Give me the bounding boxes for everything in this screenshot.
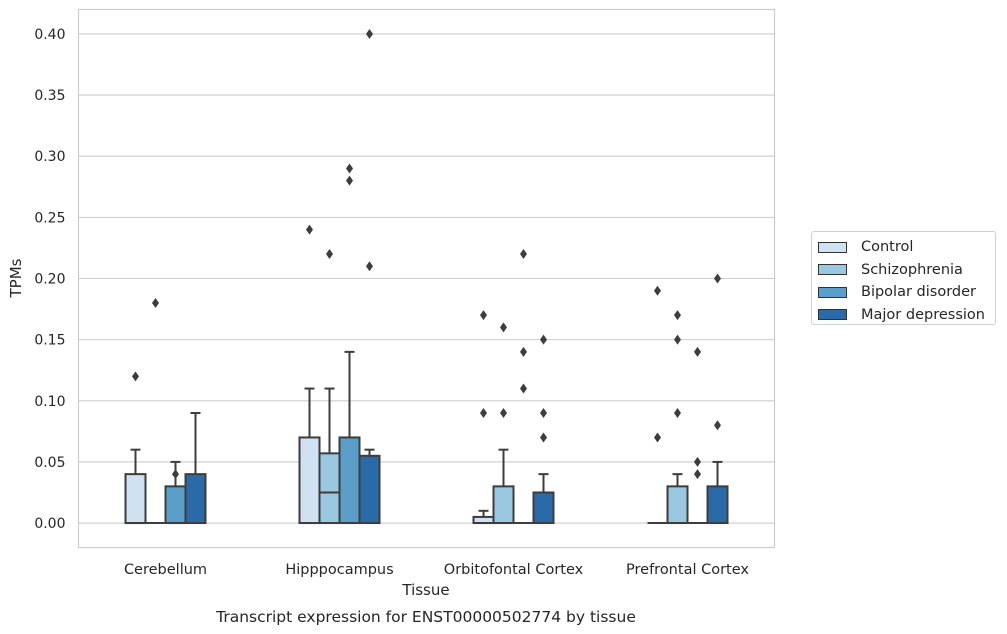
outlier-point	[674, 334, 681, 345]
box-group	[706, 460, 729, 525]
outliers	[132, 28, 721, 480]
outlier-point	[132, 371, 139, 382]
box	[164, 485, 187, 525]
box	[492, 485, 515, 525]
outlier-point	[654, 432, 661, 443]
legend-swatch	[818, 241, 847, 253]
legend-swatch	[818, 264, 847, 276]
y-axis-label: TPMs	[7, 258, 25, 298]
y-tick-label: 0.05	[34, 455, 65, 471]
box	[358, 454, 381, 525]
box-group	[358, 448, 381, 525]
boxes	[124, 350, 729, 525]
outlier-point	[500, 408, 507, 418]
outlier-point	[694, 456, 701, 467]
outlier-point	[172, 469, 179, 480]
outlier-point	[540, 432, 547, 443]
outlier-point	[306, 224, 313, 235]
y-tick-label: 0.10	[34, 394, 65, 410]
outlier-point	[480, 310, 487, 321]
y-tick-label: 0.25	[34, 210, 65, 226]
outlier-point	[500, 322, 507, 333]
outlier-point	[540, 334, 547, 345]
outlier-point	[346, 163, 353, 174]
box-group	[164, 460, 187, 525]
box-group	[124, 448, 147, 525]
box	[706, 485, 729, 525]
outlier-point	[480, 408, 487, 418]
legend-label: Bipolar disorder	[861, 284, 976, 301]
box	[666, 485, 689, 525]
box-group	[318, 387, 341, 525]
outlier-point	[714, 420, 721, 431]
legend-label: Major depression	[861, 306, 985, 323]
legend-label: Schizophrenia	[861, 261, 963, 278]
box	[532, 491, 555, 525]
x-tick-label: Prefrontal Cortex	[626, 562, 749, 578]
y-tick-label: 0.00	[34, 516, 65, 532]
outlier-point	[540, 408, 547, 418]
box	[184, 473, 207, 525]
y-tick-label: 0.30	[34, 149, 65, 165]
grid-lines	[78, 33, 775, 524]
outlier-point	[346, 175, 353, 186]
box-group	[338, 350, 361, 525]
legend-item-control: Control	[818, 236, 995, 259]
outlier-point	[654, 285, 661, 296]
box	[124, 473, 147, 525]
legend-item-bipolar-disorder: Bipolar disorder	[818, 281, 995, 304]
outlier-point	[366, 261, 373, 272]
box-group	[472, 509, 495, 525]
x-axis-label: Tissue	[401, 581, 449, 599]
box	[318, 452, 341, 525]
box	[298, 436, 321, 525]
y-tick-label: 0.35	[34, 88, 65, 104]
x-axis-ticks: Cerebellum Hipppocampus Orbitofontal Corte…	[124, 562, 749, 578]
chart-title: Transcript expression for ENST0000050277…	[215, 608, 636, 626]
y-tick-label: 0.20	[34, 272, 65, 288]
outlier-point	[674, 408, 681, 418]
box-group	[532, 473, 555, 525]
box-group	[298, 387, 321, 525]
outlier-point	[714, 273, 721, 284]
outlier-point	[152, 297, 159, 308]
box-group	[666, 473, 689, 525]
outlier-point	[694, 469, 701, 480]
box-group	[492, 448, 515, 525]
outlier-point	[520, 346, 527, 357]
outlier-point	[694, 346, 701, 357]
legend: Control Schizophrenia Bipolar disorder M…	[811, 231, 996, 325]
legend-item-schizophrenia: Schizophrenia	[818, 259, 995, 282]
outlier-point	[520, 249, 527, 260]
legend-item-major-depression: Major depression	[818, 304, 995, 327]
x-tick-label: Orbitofontal Cortex	[444, 562, 584, 578]
outlier-point	[366, 28, 373, 39]
outlier-point	[520, 383, 527, 394]
y-tick-label: 0.40	[34, 27, 65, 43]
plot-area-frame	[77, 8, 776, 549]
box	[338, 436, 361, 525]
outlier-point	[326, 249, 333, 260]
outlier-point	[674, 310, 681, 321]
legend-swatch	[818, 286, 847, 298]
box-group	[184, 412, 207, 525]
x-tick-label: Hipppocampus	[285, 562, 393, 578]
x-tick-label: Cerebellum	[124, 562, 207, 578]
legend-label: Control	[861, 239, 914, 256]
legend-swatch	[818, 309, 847, 321]
y-tick-label: 0.15	[34, 333, 65, 349]
y-axis-ticks: 0.00 0.05 0.10 0.15 0.20 0.25 0.30 0.35 0.40	[34, 27, 65, 532]
